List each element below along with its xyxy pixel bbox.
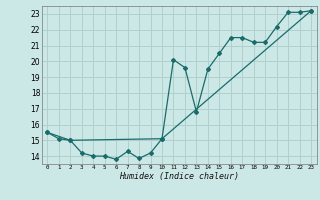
X-axis label: Humidex (Indice chaleur): Humidex (Indice chaleur) [119, 172, 239, 181]
